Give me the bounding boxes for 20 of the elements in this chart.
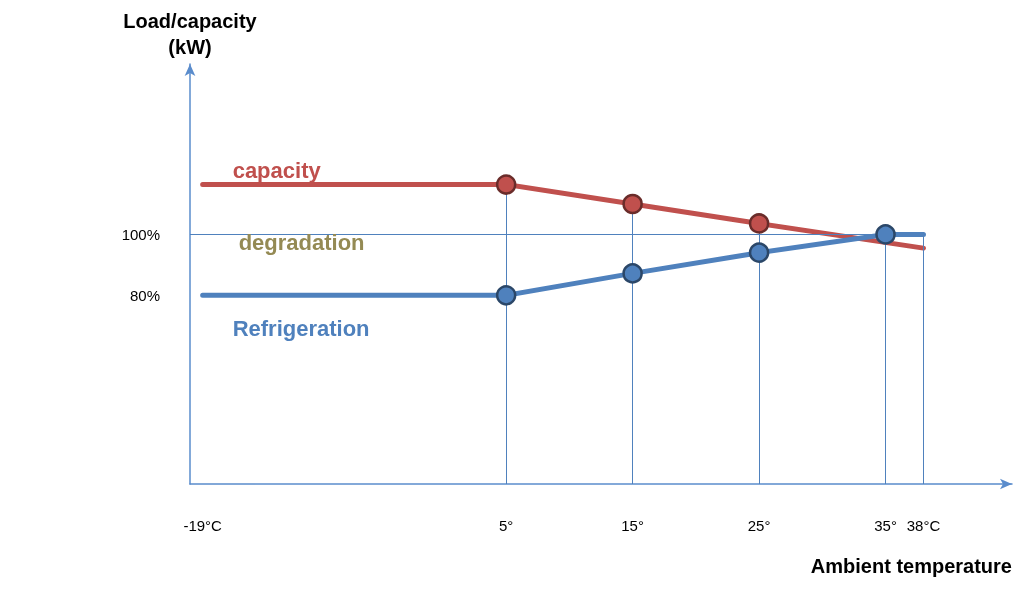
point: [622, 193, 643, 215]
point: [495, 285, 517, 306]
point: [748, 213, 770, 234]
x-tick-label: 25°: [747, 517, 771, 534]
x-tick-label: 5°: [498, 517, 514, 534]
point: [622, 263, 643, 284]
x-tick-label: 35°: [874, 517, 897, 534]
series-label: capacity: [232, 158, 322, 184]
x-axis-title: Ambient temperature: [810, 555, 1012, 577]
x-tick-label: -19°C: [183, 517, 223, 534]
y-tick-label: 100%: [121, 225, 160, 243]
point: [875, 224, 896, 245]
series-label: Refrigeration: [232, 315, 370, 341]
point: [748, 242, 770, 263]
x-tick-label: 38°C: [906, 517, 941, 534]
y-axis-title: Load/capacity (kW): [123, 10, 258, 58]
y-tick-label: 80%: [129, 286, 160, 304]
annotation: degradation: [238, 230, 365, 256]
point: [495, 174, 517, 195]
x-tick-label: 15°: [621, 517, 644, 534]
